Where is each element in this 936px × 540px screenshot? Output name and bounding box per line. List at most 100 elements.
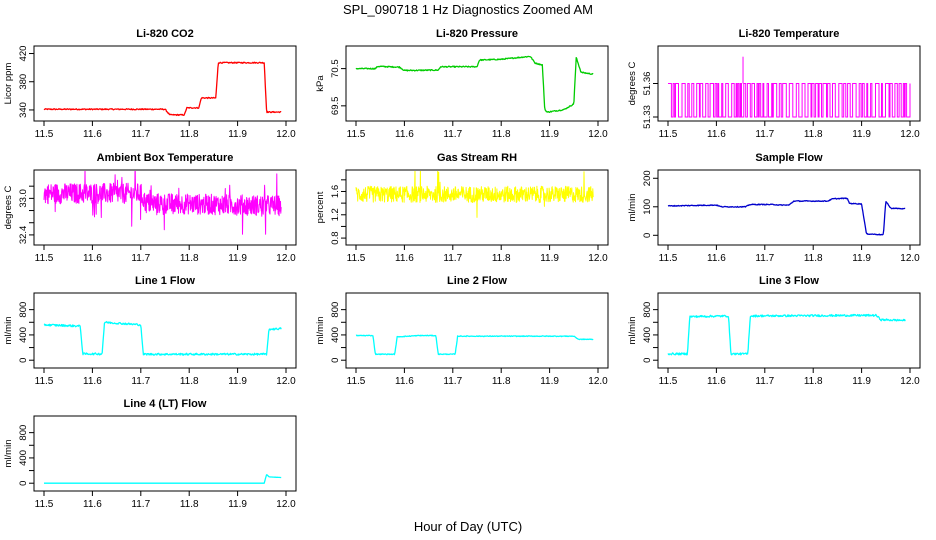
y-axis-label: ml/min (627, 317, 638, 345)
panel-3: Li-820 Temperature 11.5 11.6 11.7 11.8 11.9 12… (627, 28, 921, 140)
plot-frame (33, 292, 297, 369)
x-tick-label: 11.9 (228, 129, 247, 140)
y-tick-label: 32.4 (18, 226, 29, 245)
y-axis-label: percent (315, 191, 326, 223)
y-tick-label: 420 (18, 46, 29, 62)
panel-title: Line 4 (LT) Flow (124, 398, 207, 410)
x-tick-label: 11.6 (83, 253, 102, 264)
x-tick-label: 11.6 (395, 129, 414, 140)
x-tick-label: 11.8 (492, 253, 511, 264)
series-group (667, 197, 906, 236)
x-tick-label: 11.6 (707, 129, 726, 140)
x-tick-label: 12.0 (900, 253, 920, 264)
x-tick-label: 12.0 (588, 129, 608, 140)
y-tick-label: 800 (642, 302, 653, 318)
y-axis-label: Licor ppm (3, 63, 14, 105)
data-series-line (667, 197, 906, 236)
x-tick-label: 11.7 (443, 376, 462, 387)
x-tick-label: 11.5 (35, 253, 54, 264)
x-tick-label: 11.8 (492, 376, 511, 387)
x-tick-label: 11.5 (347, 376, 366, 387)
x-tick-label: 11.8 (180, 376, 199, 387)
x-tick-label: 12.0 (276, 376, 296, 387)
x-tick-label: 12.0 (900, 376, 920, 387)
panel-1: Li-820 CO2 11.5 11.6 11.7 11.8 11.9 12.0 340 380… (3, 28, 297, 140)
data-series-line (355, 334, 594, 356)
x-tick-label: 12.0 (276, 253, 296, 264)
x-tick-label: 11.5 (35, 376, 54, 387)
y-tick-label: 380 (18, 74, 29, 90)
panel-4: Ambient Box Temperature 11.5 11.6 11.7 11.8 1… (3, 152, 297, 264)
x-tick-label: 11.5 (659, 129, 678, 140)
x-tick-label: 11.7 (443, 129, 462, 140)
x-tick-label: 11.7 (131, 499, 150, 510)
y-tick-label: 200 (642, 170, 653, 186)
y-tick-label: 1.2 (330, 208, 341, 221)
series-group (667, 313, 906, 356)
y-tick-label: 400 (18, 327, 29, 343)
plot-frame (345, 45, 609, 122)
series-group (43, 320, 282, 356)
plot-frame (33, 169, 297, 246)
plot-frame (345, 292, 609, 369)
panel-title: Li-820 CO2 (136, 28, 193, 40)
y-tick-label: 0 (18, 358, 29, 363)
y-axis-label: degrees C (627, 61, 638, 105)
panel-7: Line 1 Flow 11.5 11.6 11.7 11.8 11.9 12.0 0 400 8… (3, 275, 297, 387)
y-tick-label: 0.8 (330, 231, 341, 244)
y-tick-label: 800 (18, 425, 29, 441)
y-tick-label: 0 (330, 358, 341, 363)
panel-title: Line 2 Flow (447, 275, 507, 287)
data-series-line (668, 83, 911, 118)
y-tick-label: 1.6 (330, 185, 341, 198)
panel-title: Li-820 Temperature (739, 28, 840, 40)
panel-5: Gas Stream RH 11.5 11.6 11.7 11.8 11.9 12.0 0.8… (315, 152, 609, 264)
x-tick-label: 11.8 (804, 253, 823, 264)
x-tick-label: 11.7 (131, 376, 150, 387)
x-tick-label: 11.5 (35, 129, 54, 140)
y-tick-label: 100 (642, 199, 653, 215)
figure-title: SPL_090718 1 Hz Diagnostics Zoomed AM (343, 2, 593, 17)
panel-2: Li-820 Pressure 11.5 11.6 11.7 11.8 11.9 12.0 6… (315, 28, 609, 140)
x-tick-label: 11.7 (131, 129, 150, 140)
x-tick-label: 11.7 (755, 129, 774, 140)
y-tick-label: 0 (18, 481, 29, 486)
x-tick-label: 11.6 (83, 129, 102, 140)
x-tick-label: 11.6 (707, 253, 726, 264)
data-series-line (43, 61, 282, 117)
x-tick-label: 11.6 (83, 499, 102, 510)
panel-title: Li-820 Pressure (436, 28, 518, 40)
plot-frame (33, 45, 297, 122)
series-group (43, 171, 282, 235)
x-tick-label: 11.9 (540, 129, 559, 140)
panel-title: Sample Flow (755, 152, 823, 164)
panel-8: Line 2 Flow 11.5 11.6 11.7 11.8 11.9 12.0 0 400 8… (315, 275, 609, 387)
y-tick-label: 33.0 (18, 189, 29, 208)
series-group (355, 55, 594, 113)
figure-xlabel: Hour of Day (UTC) (414, 519, 522, 534)
y-tick-label: 70.5 (330, 59, 341, 78)
y-tick-label: 340 (18, 102, 29, 118)
x-tick-label: 11.8 (804, 129, 823, 140)
panel-title: Line 3 Flow (759, 275, 819, 287)
series-group (355, 334, 594, 356)
series-group (43, 61, 282, 117)
x-tick-label: 11.9 (228, 499, 247, 510)
y-axis-label: ml/min (3, 440, 14, 468)
plot-frame (33, 415, 297, 492)
y-tick-label: 0 (642, 358, 653, 363)
x-tick-label: 11.5 (347, 253, 366, 264)
x-tick-label: 11.8 (804, 376, 823, 387)
y-tick-label: 69.5 (330, 97, 341, 116)
x-tick-label: 11.8 (180, 253, 199, 264)
data-series-line (43, 171, 282, 235)
y-tick-label: 400 (330, 327, 341, 343)
y-tick-label: 800 (330, 302, 341, 318)
data-series-line (43, 474, 282, 484)
x-tick-label: 11.9 (228, 376, 247, 387)
y-tick-label: 51.36 (642, 72, 653, 96)
x-tick-label: 12.0 (276, 129, 296, 140)
x-tick-label: 11.8 (492, 129, 511, 140)
x-tick-label: 11.7 (443, 253, 462, 264)
